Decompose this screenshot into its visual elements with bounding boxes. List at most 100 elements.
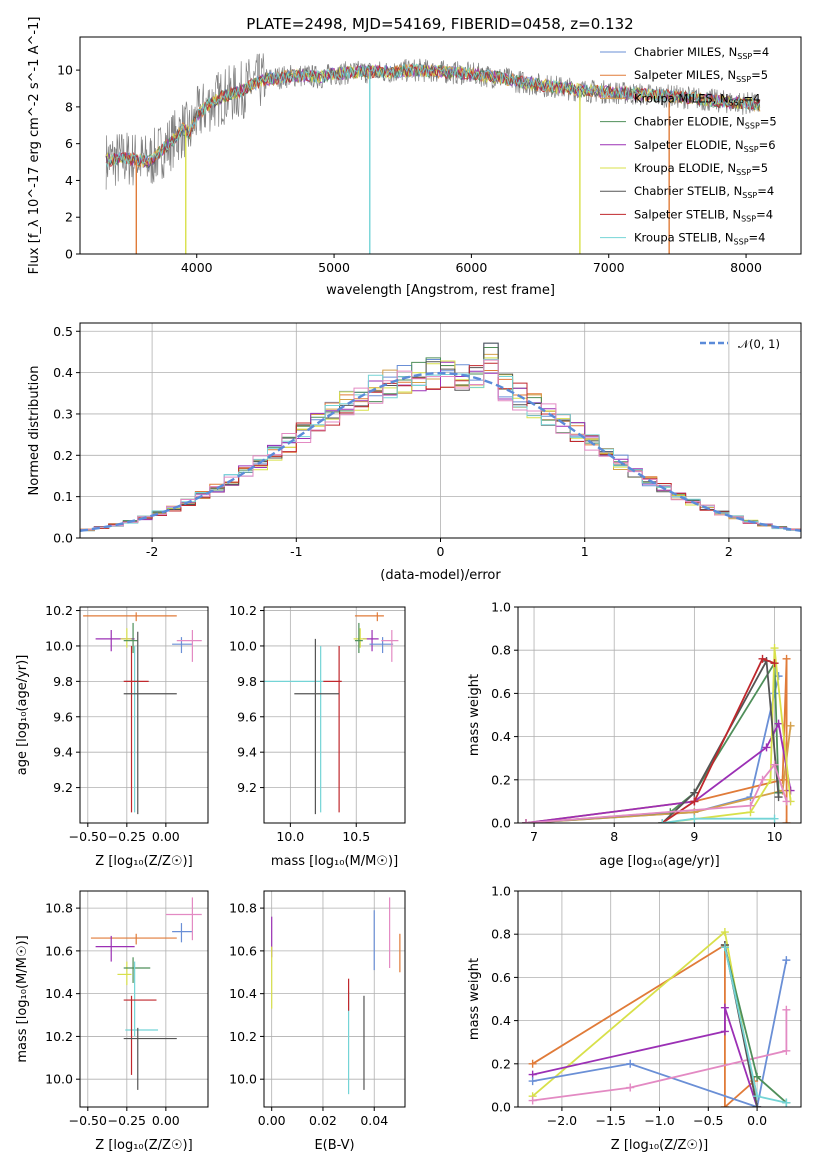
y-tick-label: 10.0	[45, 638, 73, 653]
age_vs_Z-frame	[79, 606, 209, 824]
data-point-marker	[720, 1003, 729, 1012]
massweight_vs_Z-frame	[517, 890, 802, 1108]
y-tick-label: 0.2	[491, 772, 511, 787]
x-tick-label: 0.0	[747, 1113, 767, 1128]
spectrum-frame	[79, 36, 802, 255]
legend-suffix: =5	[751, 161, 768, 175]
legend-entry: Salpeter ELODIE, NSSP=6	[634, 138, 776, 154]
data-point-marker	[770, 659, 779, 668]
mass_vs_EBV-frame	[263, 890, 406, 1108]
y-tick-label: 0.5	[53, 324, 73, 339]
x-tick-label: −0.50	[69, 1113, 107, 1128]
legend-subscript: SSP	[736, 75, 751, 84]
series-pink	[532, 1009, 788, 1102]
y-tick-label: 10	[57, 63, 73, 78]
x-tick-label: 0.02	[309, 1113, 337, 1128]
y-tick-label: 10.4	[229, 986, 257, 1001]
x-axis-label: wavelength [Angstrom, rest frame]	[326, 283, 555, 298]
massweight_vs_age-axes: 7 8 9 10 0.0 0.2 0.4 0.6 0.8 1.0 age [log₁₀(age/yr…	[467, 600, 802, 869]
x-tick-label: −1.5	[596, 1113, 626, 1128]
x-axis-label: Z [log₁₀(Z/Z☉)]	[95, 1138, 192, 1153]
y-tick-label: 0.1	[53, 489, 73, 504]
series-kroupa_stelib	[662, 817, 775, 823]
data-point-marker	[758, 654, 767, 663]
data-point-marker	[720, 1103, 729, 1107]
data-point-marker	[774, 793, 783, 802]
y-tick-label: 0.8	[491, 643, 511, 658]
data-point-marker	[782, 956, 791, 965]
y-tick-label: 0.6	[491, 970, 511, 985]
legend-suffix: =4	[757, 184, 774, 198]
x-tick-label: 10	[767, 829, 783, 844]
x-tick-label: 4000	[181, 260, 213, 275]
y-tick-label: 9.8	[237, 674, 257, 689]
data-point-marker	[770, 644, 779, 653]
data-point-marker	[782, 1005, 791, 1014]
massweight_vs_age-frame	[517, 606, 802, 824]
legend-subscript: SSP	[745, 122, 760, 131]
data-point-marker	[782, 1046, 791, 1055]
data-point-marker	[528, 1077, 537, 1086]
normal-curve	[80, 371, 801, 532]
y-tick-label: 2	[65, 210, 73, 225]
data-point-marker	[766, 775, 775, 784]
mass_vs_Z-frame	[79, 890, 209, 1108]
histogram-kroupa_stelib	[80, 358, 801, 531]
legend-entry: Kroupa ELODIE, NSSP=5	[634, 161, 768, 177]
y-tick-label: 6	[65, 136, 73, 151]
y-axis-label: mass [log₁₀(M/M☉)]	[15, 935, 30, 1062]
y-tick-label: 0.0	[491, 1100, 511, 1115]
y-tick-label: 10.2	[229, 1029, 257, 1044]
y-tick-label: 4	[65, 173, 73, 188]
legend-entry: Chabrier MILES, NSSP=4	[634, 45, 769, 61]
x-tick-label: 7	[530, 829, 538, 844]
x-tick-label: 0.00	[152, 1113, 180, 1128]
data-point-marker	[746, 801, 755, 810]
y-tick-label: 10.2	[229, 603, 257, 618]
model-spectrum-kroupa_stelib	[105, 63, 761, 168]
y-tick-label: 10.2	[45, 1029, 73, 1044]
y-tick-label: 1.0	[491, 600, 511, 615]
legend-suffix: =5	[751, 68, 768, 82]
data-point-marker	[720, 928, 729, 937]
y-tick-label: 10.8	[45, 901, 73, 916]
y-tick-label: 0.6	[491, 686, 511, 701]
x-axis-label: (data-model)/error	[380, 568, 501, 583]
data-point-marker	[626, 1059, 635, 1068]
spectrum-plot-area	[105, 53, 761, 254]
x-tick-label: −0.5	[693, 1113, 723, 1128]
age_vs_mass-axes: 10.0 10.5 9.2 9.4 9.6 9.8 10.0 10.2 mass [log₁₀(…	[229, 603, 406, 869]
residuals-frame	[79, 322, 802, 539]
y-tick-label: 10.8	[229, 901, 257, 916]
data-point-marker	[690, 797, 699, 806]
massweight_vs_Z-axes: −2.0 −1.5 −1.0 −0.5 0.0 0.0 0.2 0.4 0.6 0.8 1.0 Z […	[467, 884, 802, 1153]
x-tick-label: 8000	[730, 260, 762, 275]
legend-suffix: =4	[756, 207, 773, 221]
y-tick-label: 0.2	[491, 1056, 511, 1071]
data-point-marker	[753, 1092, 762, 1101]
y-tick-label: 0	[65, 247, 73, 262]
series-kroupa_stelib	[724, 947, 787, 1104]
massweight_vs_Z-plot-area	[518, 891, 801, 1107]
legend-suffix: =6	[759, 138, 776, 152]
series-chabrier_miles	[532, 959, 788, 1107]
y-tick-label: 0.8	[491, 927, 511, 942]
legend-subscript: SSP	[729, 98, 744, 107]
x-tick-label: 7000	[593, 260, 625, 275]
observed-spectrum-line	[105, 53, 761, 190]
legend-entry: 𝒩(0, 1)	[738, 337, 780, 351]
legend-subscript: SSP	[734, 238, 749, 247]
mass_vs_EBV-plot-area	[264, 891, 405, 1107]
x-axis-label: E(B-V)	[314, 1138, 354, 1153]
spectrum-axes: 4000 5000 6000 7000 8000 0 2 4 6 8 10 wavelength [A…	[27, 17, 802, 298]
y-tick-label: 10.2	[45, 603, 73, 618]
legend-entry: Kroupa MILES, NSSP=4	[634, 91, 760, 107]
y-tick-label: 0.4	[491, 729, 511, 744]
age_vs_mass-plot-area	[264, 607, 405, 823]
y-tick-label: 10.0	[229, 1072, 257, 1087]
y-tick-label: 9.4	[237, 745, 257, 760]
histogram-salpeter_stelib	[80, 362, 801, 531]
legend-entry: Kroupa STELIB, NSSP=4	[634, 231, 765, 247]
model-spectrum-salpeter_stelib	[105, 63, 761, 167]
y-tick-label: 1.0	[491, 884, 511, 899]
